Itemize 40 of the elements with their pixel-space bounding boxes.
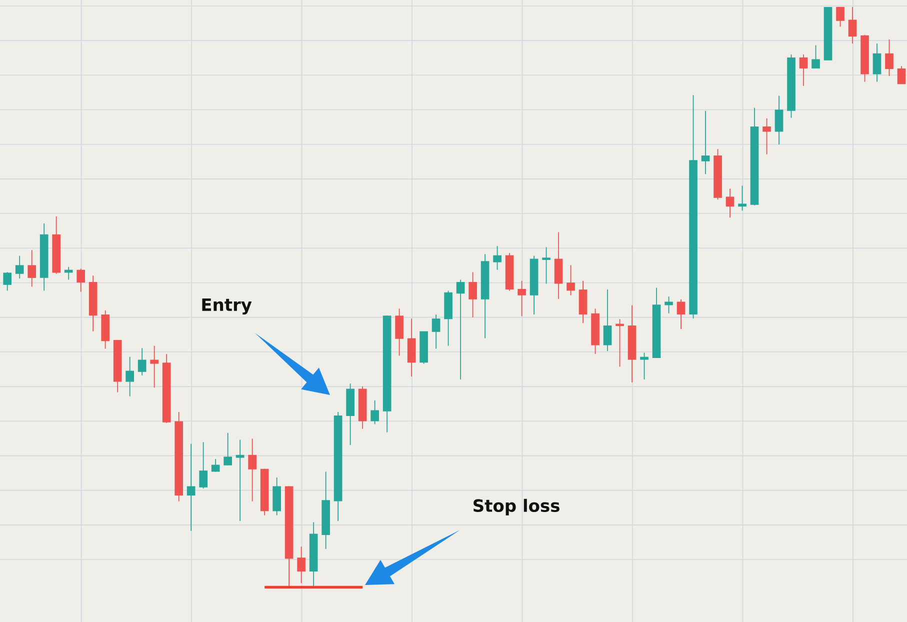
annotation: Stop loss	[474, 498, 560, 516]
candlestick	[774, 95, 784, 145]
candlestick	[236, 439, 244, 522]
candlestick	[224, 432, 232, 466]
candlestick	[848, 6, 857, 44]
candlestick	[726, 188, 734, 218]
candlestick	[664, 296, 673, 314]
candlestick	[297, 546, 306, 584]
candlestick	[138, 348, 146, 376]
candlestick	[248, 438, 256, 502]
candlestick	[3, 272, 12, 292]
candlestick	[199, 442, 208, 489]
candlestick	[432, 314, 440, 350]
candlestick	[812, 44, 820, 69]
candlestick	[738, 185, 746, 212]
candlestick	[799, 54, 808, 86]
candlestick	[676, 298, 686, 330]
candlestick	[836, 6, 844, 28]
candlestick	[370, 400, 379, 425]
candlestick	[518, 280, 526, 317]
candlestick	[603, 289, 612, 352]
candlestick	[211, 458, 220, 472]
candlestick	[542, 246, 550, 284]
annotation: Entry	[202, 298, 252, 315]
candlestick	[885, 39, 894, 76]
candlestick	[150, 345, 158, 388]
candlestick	[897, 66, 906, 85]
candlestick	[126, 356, 134, 397]
candlestick	[493, 246, 502, 270]
candlestick	[872, 43, 882, 82]
candlestick	[28, 250, 36, 288]
candlestick	[186, 443, 196, 532]
candlestick	[566, 264, 575, 296]
candlestick	[456, 279, 465, 380]
candlestick	[468, 272, 477, 318]
candlestick	[701, 110, 710, 175]
candlestick	[762, 118, 771, 155]
candlestick	[15, 255, 24, 279]
candlestick	[395, 308, 404, 356]
candlestick	[76, 268, 86, 292]
